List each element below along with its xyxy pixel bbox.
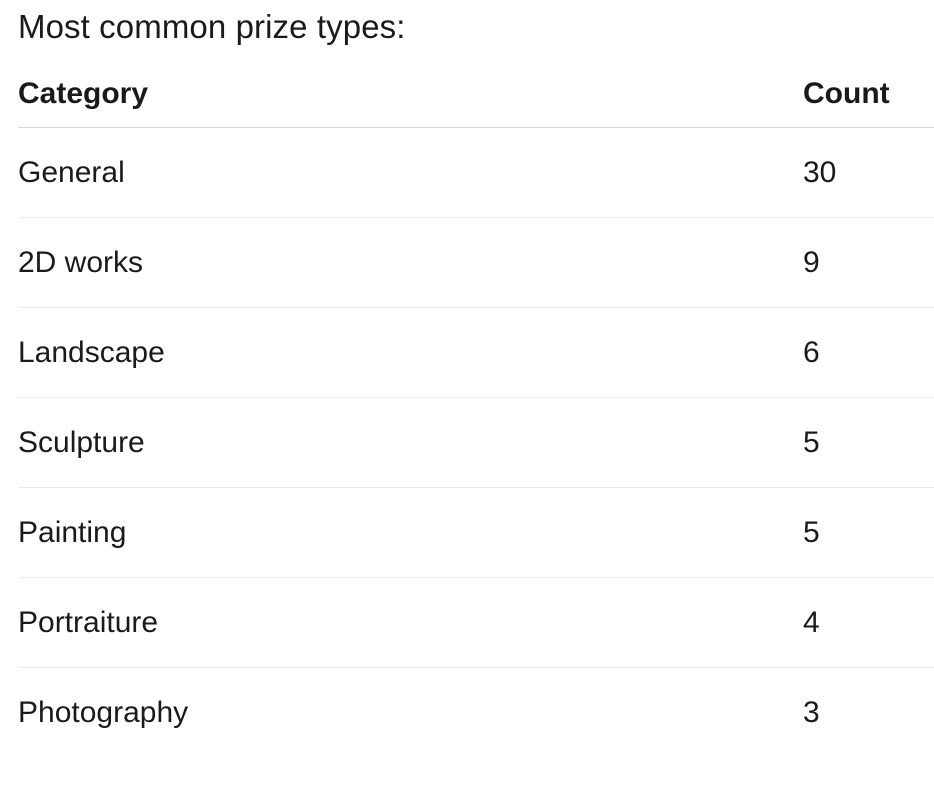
count-cell: 9 (803, 217, 934, 308)
count-cell: 6 (803, 307, 934, 398)
category-cell: 2D works (18, 217, 803, 308)
column-header-category: Category (18, 46, 803, 128)
category-cell: Sculpture (18, 397, 803, 488)
table-row: Sculpture 5 (18, 397, 934, 488)
table-row: Portraiture 4 (18, 577, 934, 668)
table-row: Landscape 6 (18, 307, 934, 398)
count-cell: 5 (803, 397, 934, 488)
table-row: Photography 3 (18, 668, 934, 758)
count-cell: 5 (803, 487, 934, 578)
page-title: Most common prize types: (18, 8, 406, 45)
column-header-count: Count (803, 46, 934, 128)
count-cell: 4 (803, 577, 934, 668)
count-cell: 30 (803, 127, 934, 218)
prize-types-table: Category Count General 30 2D works 9 Lan… (18, 46, 934, 757)
page: Most common prize types: Category Count … (0, 8, 934, 757)
count-cell: 3 (803, 695, 820, 729)
table-row: Painting 5 (18, 487, 934, 578)
category-cell: Portraiture (18, 577, 803, 668)
table-header-row: Category Count (18, 46, 934, 128)
category-cell: General (18, 127, 803, 218)
category-cell: Landscape (18, 307, 803, 398)
table-row: 2D works 9 (18, 217, 934, 308)
category-cell: Photography (18, 695, 189, 729)
table-row: General 30 (18, 127, 934, 218)
category-cell: Painting (18, 487, 803, 578)
